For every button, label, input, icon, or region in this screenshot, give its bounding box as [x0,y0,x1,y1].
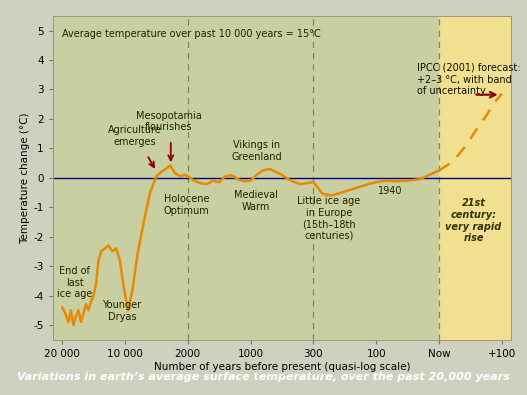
Text: Agriculture
emerges: Agriculture emerges [108,125,161,147]
Text: Average temperature over past 10 000 years = 15°C: Average temperature over past 10 000 yea… [62,29,320,39]
Text: Medieval
Warm: Medieval Warm [233,190,278,212]
Text: Vikings in
Greenland: Vikings in Greenland [231,140,282,162]
Text: Mesopotamia
flourishes: Mesopotamia flourishes [136,111,202,132]
Y-axis label: Temperature change (°C): Temperature change (°C) [21,112,31,243]
Text: End of
last
ice age: End of last ice age [57,266,92,299]
Text: Younger
Dryas: Younger Dryas [102,300,141,322]
X-axis label: Number of years before present (quasi-log scale): Number of years before present (quasi-lo… [154,361,410,372]
Bar [439,16,511,340]
Text: 1940: 1940 [378,186,402,196]
Text: Variations in earth’s average surface temperature, over the past 20,000 years: Variations in earth’s average surface te… [17,372,510,382]
Text: Little ice age
in Europe
(15th–18th
centuries): Little ice age in Europe (15th–18th cent… [297,196,360,241]
Text: IPCC (2001) forecast:
+2–3 °C, with band
of uncertainty: IPCC (2001) forecast: +2–3 °C, with band… [417,63,521,96]
Text: Holocene
Optimum: Holocene Optimum [163,194,209,216]
Text: 21st
century:
very rapid
rise: 21st century: very rapid rise [445,198,502,243]
